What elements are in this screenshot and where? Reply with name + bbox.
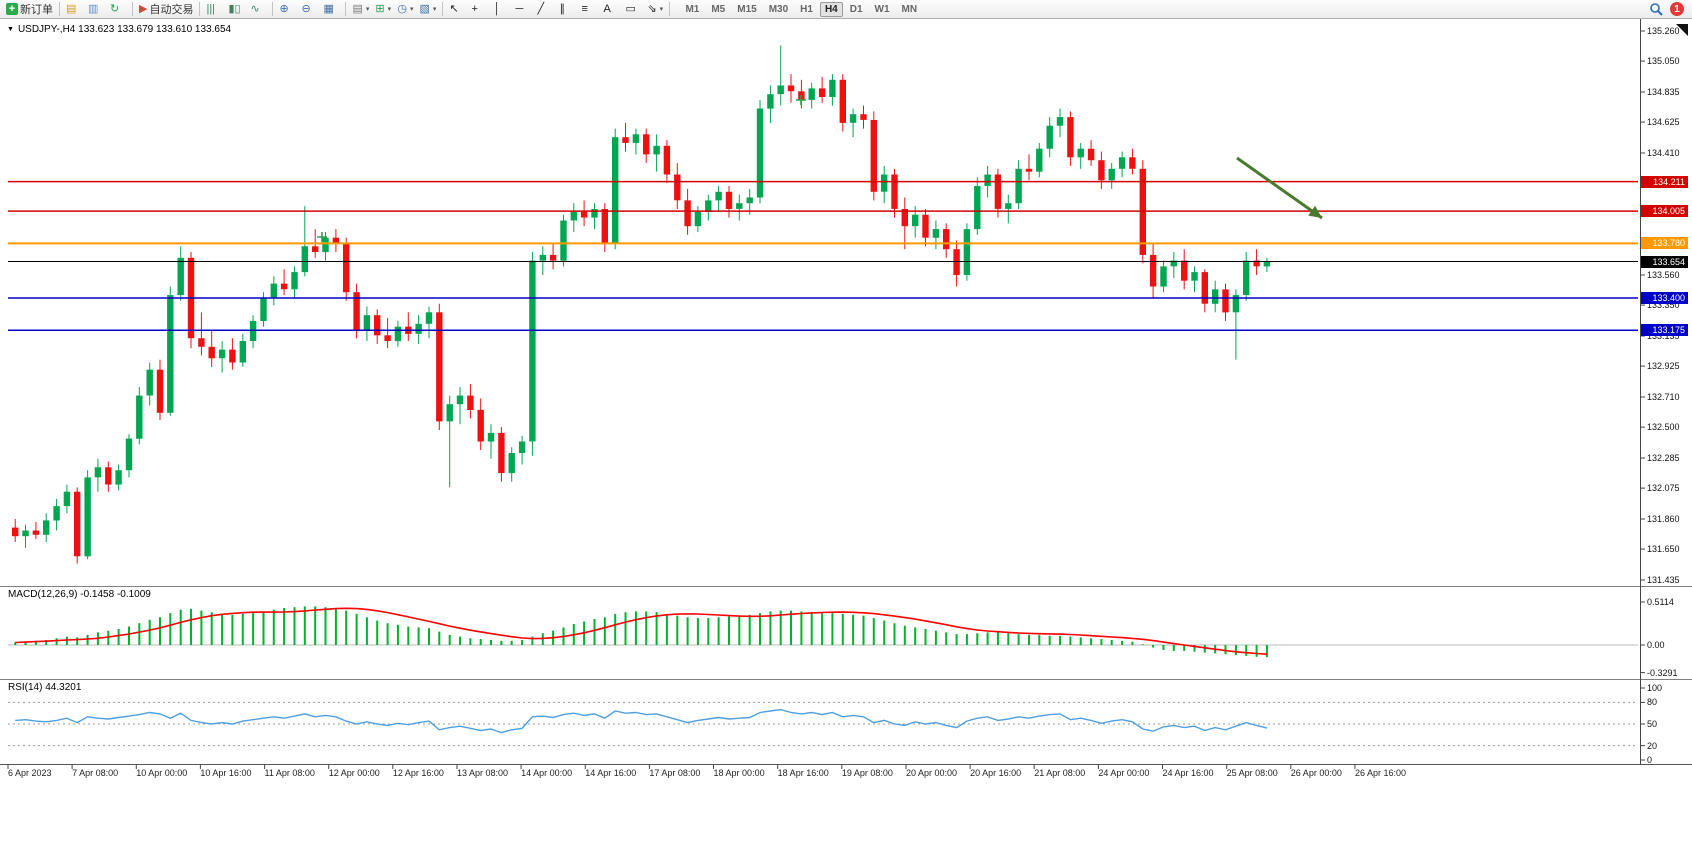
dropdown-arrow-icon[interactable]: ▾ — [659, 6, 664, 13]
toolbar-separator — [199, 2, 201, 16]
object-anchor-cross — [796, 95, 806, 105]
text-icon: A — [603, 3, 611, 15]
zoom-out-button[interactable]: ⊖ — [298, 0, 320, 18]
data-window-icon: ▥ — [88, 3, 99, 15]
vertical-line-button[interactable]: │ — [490, 0, 512, 18]
toolbar-separator — [59, 2, 60, 16]
timeframe-m5-button[interactable]: M5 — [711, 3, 726, 15]
dropdown-arrow-icon[interactable]: ▾ — [365, 6, 370, 13]
data-window-button[interactable]: ▥ — [85, 0, 107, 18]
trendline-button[interactable]: ╱ — [534, 0, 556, 18]
autotrading-button-label: 自动交易 — [149, 4, 194, 16]
toolbar-separator — [345, 2, 347, 16]
fibonacci-button[interactable]: ≡ — [578, 0, 600, 18]
periods-icon: ◷ — [397, 3, 407, 15]
channel-button[interactable]: ∥ — [556, 0, 578, 18]
new-order-icon: + — [6, 3, 18, 15]
new-order-button[interactable]: + 新订单 — [3, 0, 56, 18]
timeframe-d1-button[interactable]: D1 — [849, 3, 863, 15]
market-watch-icon: ▤ — [66, 3, 77, 15]
timeframe-m30-button[interactable]: M30 — [768, 3, 789, 15]
main-toolbar: + 新订单 ▤ ▥ ↻ ▶ 自动交易 ||| ▮▯ ∿ ⊕ ⊖ ▦ ▤ ▾ ⊞ ▾ ◷ ▾ ▧ ▾ ↖ + │ ─ ╱ ∥ ≡ A ▭ ⇘ ▾… — [0, 0, 1692, 19]
bar-chart-button[interactable]: ||| — [203, 0, 225, 18]
autotrading-icon: ▶ — [139, 3, 148, 15]
line-chart-button[interactable]: ∿ — [247, 0, 269, 18]
fibonacci-icon: ≡ — [581, 3, 588, 15]
crosshair-button[interactable]: + — [468, 0, 490, 18]
periods-button[interactable]: ◷ ▾ — [394, 0, 416, 18]
search-icon — [1650, 3, 1663, 16]
text-label-button[interactable]: ▭ — [622, 0, 644, 18]
profiles-icon: ▤ — [352, 3, 363, 15]
dropdown-arrow-icon[interactable]: ▾ — [432, 6, 437, 13]
line-chart-icon: ∿ — [250, 3, 260, 15]
macd-signal-line — [15, 607, 1267, 655]
toolbar-separator — [442, 2, 444, 16]
indicators-button[interactable]: ⊞ ▾ — [372, 0, 394, 18]
horizontal-line-icon: ─ — [515, 3, 524, 15]
refresh-button[interactable]: ↻ — [107, 0, 129, 18]
text-label-icon: ▭ — [625, 3, 636, 15]
candlestick-chart-button[interactable]: ▮▯ — [225, 0, 247, 18]
refresh-icon: ↻ — [110, 3, 120, 15]
templates-button[interactable]: ▧ ▾ — [417, 0, 440, 18]
crosshair-icon: + — [471, 3, 478, 15]
toolbar-separator — [669, 2, 671, 16]
arrows-icon: ⇘ — [647, 3, 657, 15]
autotrading-button[interactable]: ▶ 自动交易 — [136, 0, 196, 18]
vertical-line-icon: │ — [493, 3, 501, 15]
timeframe-w1-button[interactable]: W1 — [874, 3, 890, 15]
toolbar-right-group: 1 — [1649, 2, 1689, 16]
trendline-icon: ╱ — [537, 3, 545, 15]
timeframe-m1-button[interactable]: M1 — [685, 3, 700, 15]
dropdown-arrow-icon[interactable]: ▾ — [410, 6, 414, 13]
dropdown-arrow-icon[interactable]: ▾ — [387, 6, 392, 13]
search-button[interactable] — [1649, 2, 1663, 16]
toolbar-separator — [272, 2, 274, 16]
tile-windows-icon: ▦ — [323, 3, 334, 15]
new-order-button-label: 新订单 — [20, 4, 53, 16]
text-button[interactable]: A — [600, 0, 622, 18]
toolbar-button-groups: + 新订单 ▤ ▥ ↻ ▶ 自动交易 ||| ▮▯ ∿ ⊕ ⊖ ▦ ▤ ▾ ⊞ ▾ ◷ ▾ ▧ ▾ ↖ + │ ─ ╱ ∥ ≡ A ▭ ⇘ ▾ — [3, 0, 666, 18]
toolbar-separator — [132, 2, 133, 16]
notification-badge[interactable]: 1 — [1670, 2, 1684, 16]
trend-arrow-head — [1308, 205, 1322, 218]
object-anchor-cross — [317, 232, 327, 242]
templates-icon: ▧ — [419, 3, 430, 15]
bar-chart-icon: ||| — [206, 3, 216, 15]
chart-shift-marker — [1676, 24, 1688, 36]
arrows-button[interactable]: ⇘ ▾ — [644, 0, 666, 18]
trend-arrow-annotation — [1236, 156, 1323, 220]
channel-icon: ∥ — [559, 3, 565, 15]
tile-windows-button[interactable]: ▦ — [320, 0, 342, 18]
zoom-out-icon: ⊖ — [301, 3, 311, 15]
timeframe-h1-button[interactable]: H1 — [800, 3, 813, 15]
zoom-in-button[interactable]: ⊕ — [276, 0, 298, 18]
cursor-icon: ↖ — [449, 3, 459, 15]
rsi-line — [15, 708, 1268, 734]
market-watch-button[interactable]: ▤ — [63, 0, 85, 18]
cursor-button[interactable]: ↖ — [446, 0, 468, 18]
horizontal-line-button[interactable]: ─ — [512, 0, 534, 18]
timeframe-mn-button[interactable]: MN — [901, 3, 918, 15]
zoom-in-icon: ⊕ — [279, 3, 289, 15]
profiles-button[interactable]: ▤ ▾ — [349, 0, 372, 18]
timeframe-h4-button[interactable]: H4 — [819, 1, 843, 17]
timeframe-toolbar: M1 M5 M15 M30 H1 H4 D1 W1 MN — [679, 1, 923, 17]
candlestick-chart-icon: ▮▯ — [228, 3, 241, 15]
indicators-icon: ⊞ — [375, 3, 385, 15]
timeframe-m15-button[interactable]: M15 — [737, 3, 757, 15]
